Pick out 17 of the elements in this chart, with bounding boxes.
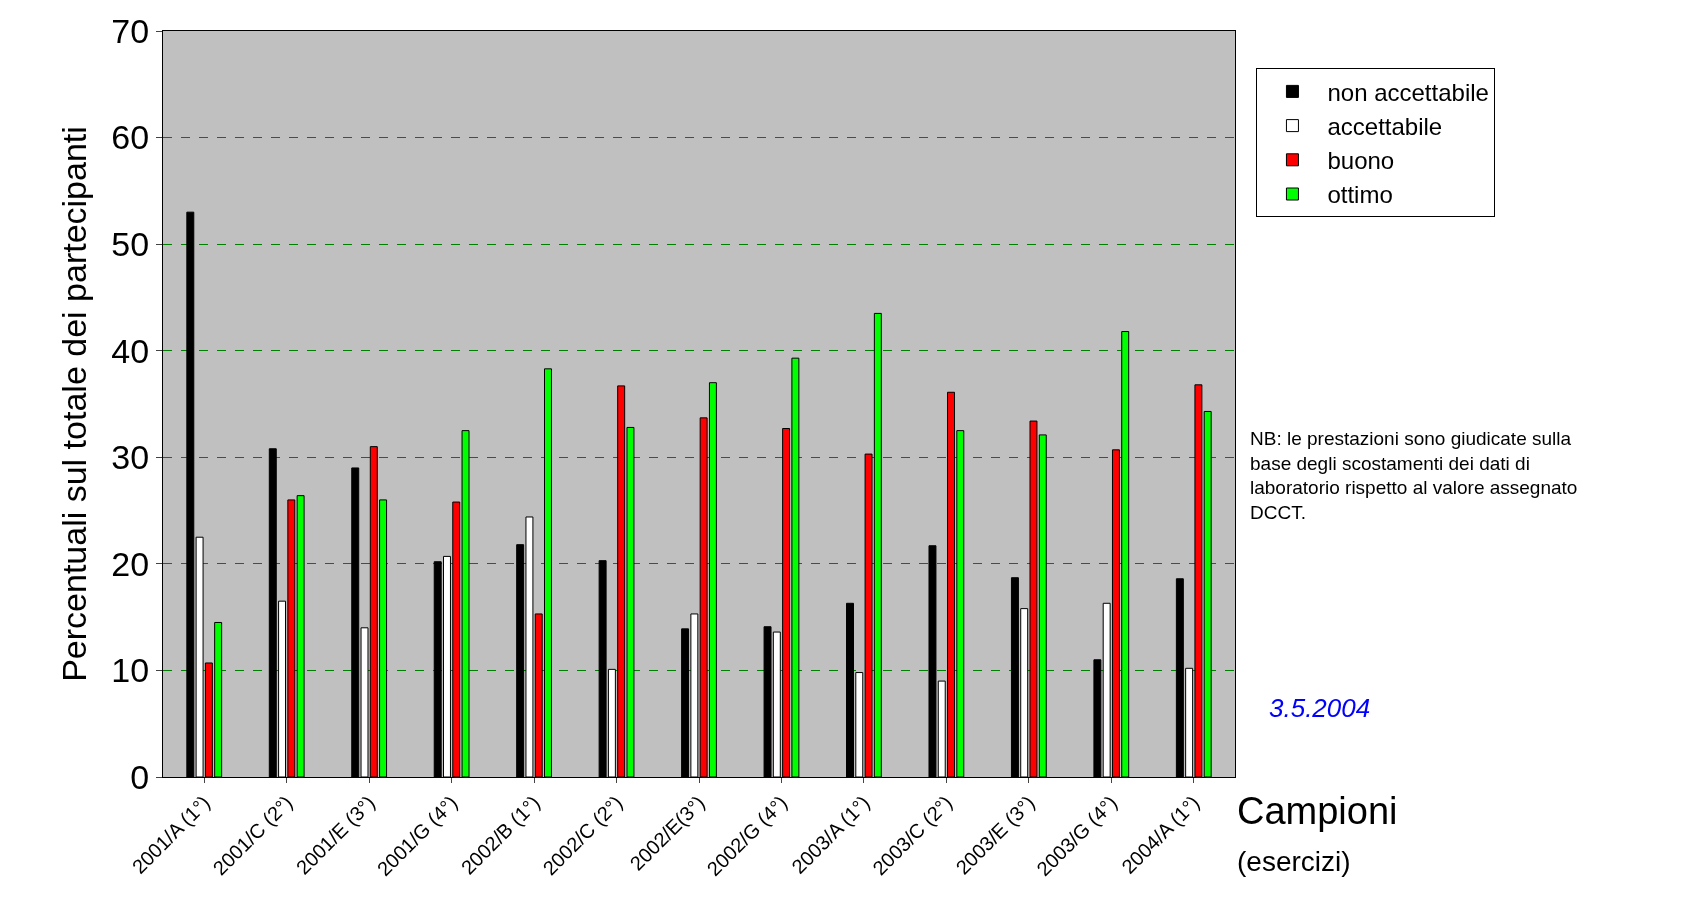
legend-label: buono <box>1327 147 1395 175</box>
y-tick-label: 0 <box>130 757 150 796</box>
text: 3.5.2004 <box>1269 693 1371 723</box>
legend-label: ottimo <box>1327 181 1393 209</box>
y-tick-label: 60 <box>111 118 150 157</box>
y-axis-title: Percentuali sul totale dei partecipanti <box>54 126 93 682</box>
y-tick-label: 40 <box>111 331 150 370</box>
y-tick-label: 10 <box>111 651 150 690</box>
legend-label: accettabile <box>1327 112 1443 140</box>
y-tick-label: 20 <box>111 544 150 583</box>
legend-label: non accettabile <box>1327 78 1489 106</box>
y-tick-label: 50 <box>111 225 150 264</box>
text: (esercizi) <box>1237 846 1351 877</box>
text: NB: le prestazioni sono giudicate sulla base degli scostamenti dei dati di laboratorio rispetto al valore assegnato DCCT. <box>1250 428 1578 524</box>
y-tick-label: 30 <box>111 438 150 477</box>
y-tick-label: 70 <box>111 11 150 50</box>
x-axis-title: Campioni <box>1237 790 1398 832</box>
